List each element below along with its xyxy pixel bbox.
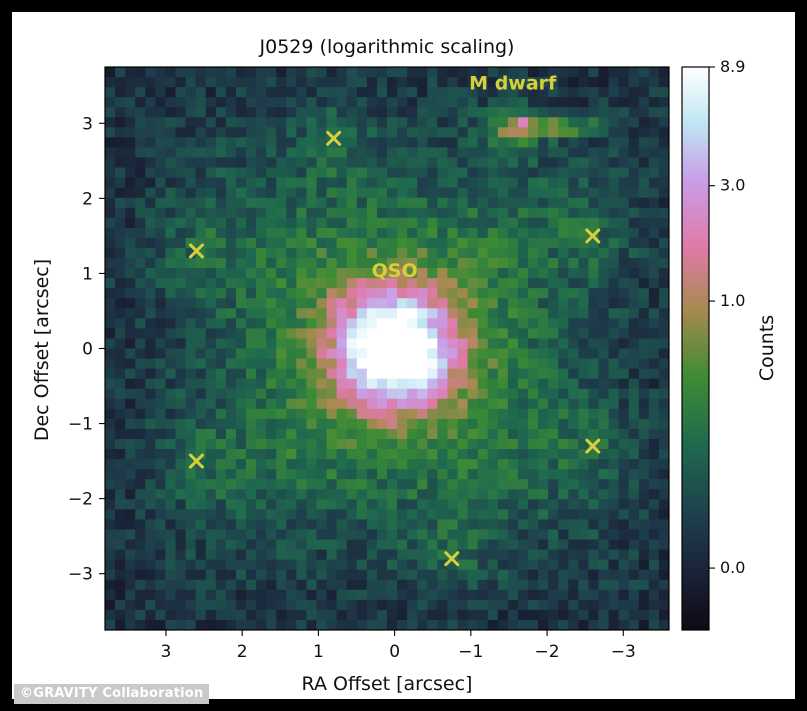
- colorbar-label: Counts: [756, 315, 778, 381]
- colorbar-tick-label: 3.0: [720, 176, 745, 195]
- cross-marker: [188, 243, 204, 259]
- y-tick-label: 0: [82, 340, 93, 360]
- y-axis-label: Dec Offset [arcsec]: [31, 259, 53, 441]
- source-label-m-dwarf: M dwarf: [469, 73, 557, 95]
- cross-marker: [326, 130, 342, 146]
- x-tick-label: 3: [161, 642, 172, 662]
- x-tick-label: 2: [237, 642, 248, 662]
- colorbar-tick-label: 1.0: [720, 291, 745, 310]
- cross-marker: [585, 438, 601, 454]
- x-tick-label: −1: [458, 642, 483, 662]
- marker-layer: [188, 130, 601, 567]
- colorbar-tick-label: 8.9: [720, 57, 745, 76]
- colorbar: [681, 66, 710, 631]
- y-tick-label: −2: [68, 490, 93, 510]
- y-tick-label: 3: [82, 114, 93, 134]
- chart-title: J0529 (logarithmic scaling): [259, 36, 515, 58]
- colorbar-axis: 8.9 3.0 1.0 0.0: [709, 57, 745, 577]
- cross-marker: [585, 228, 601, 244]
- source-label-qso: QSO: [372, 260, 418, 282]
- source-labels: QSO M dwarf: [372, 73, 557, 283]
- heatmap-image: [105, 67, 669, 630]
- y-tick-label: 1: [82, 264, 93, 284]
- y-tick-label: 2: [82, 189, 93, 209]
- y-tick-label: −1: [68, 415, 93, 435]
- cross-marker: [188, 453, 204, 469]
- x-tick-label: 1: [313, 642, 324, 662]
- x-tick-label: −3: [611, 642, 636, 662]
- cross-marker: [444, 551, 460, 567]
- y-tick-label: −3: [68, 565, 93, 585]
- credit-label: ©GRAVITY Collaboration: [14, 684, 210, 704]
- x-tick-label: −2: [535, 642, 560, 662]
- y-axis: 3 2 1 0 −1 −2 −3: [68, 114, 105, 585]
- colorbar-tick-label: 0.0: [720, 558, 745, 577]
- x-axis-label: RA Offset [arcsec]: [302, 673, 473, 695]
- x-axis: 3 2 1 0 −1 −2 −3: [161, 630, 636, 662]
- x-tick-label: 0: [389, 642, 400, 662]
